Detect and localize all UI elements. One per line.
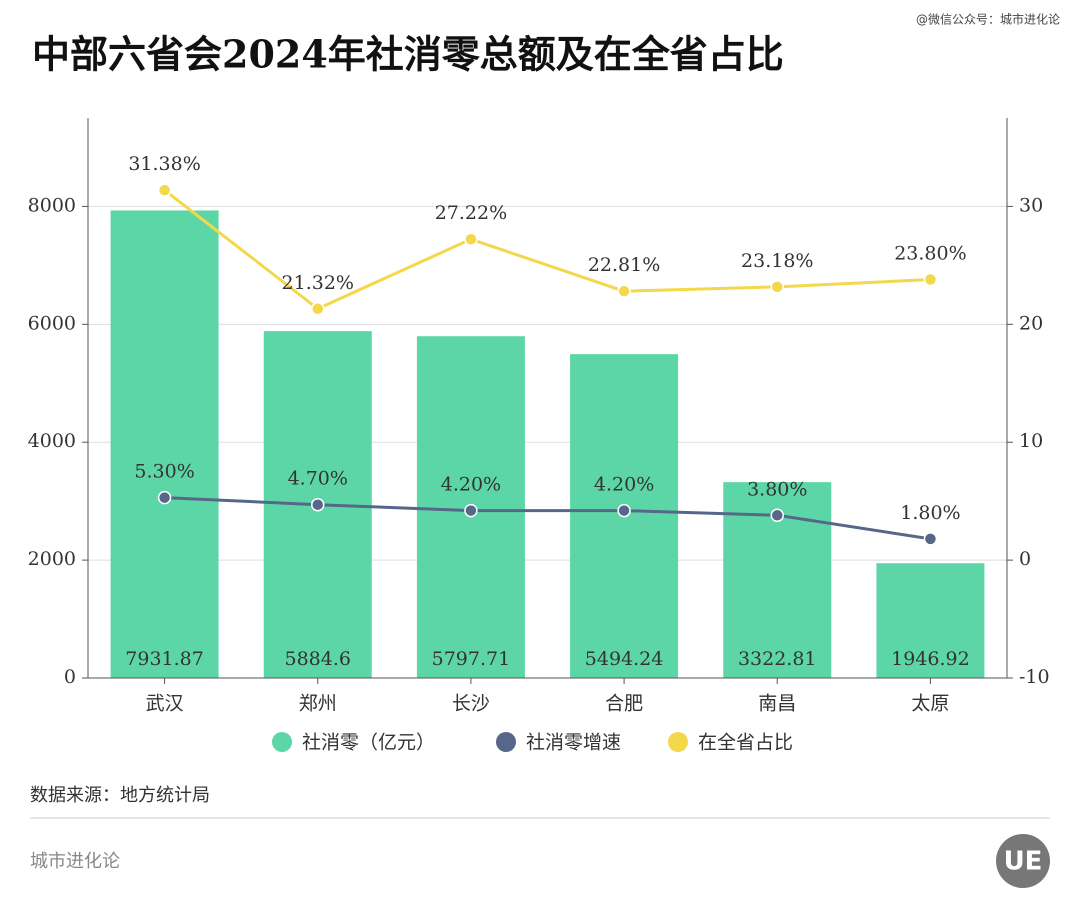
bar-label: 5797.71 [432, 648, 511, 670]
bar [876, 563, 985, 678]
y2-tick-label: 30 [1019, 194, 1043, 216]
source: 数据来源：地方统计局 [30, 785, 210, 806]
data-label: 22.81% [588, 254, 660, 276]
point [923, 272, 938, 287]
point [157, 183, 172, 197]
y2-tick-label: 0 [1019, 548, 1031, 570]
point [311, 497, 325, 512]
logo: UE [1004, 847, 1043, 877]
logo-circle [996, 834, 1050, 888]
x-tick-label: 长沙 [452, 693, 490, 715]
point [617, 503, 631, 518]
point [770, 508, 784, 523]
point [617, 284, 631, 298]
y2-tick-label: 20 [1019, 312, 1043, 334]
point [464, 503, 478, 518]
bar-label: 5884.6 [285, 648, 351, 670]
legend-label: 社消零（亿元） [302, 732, 435, 754]
y-tick-label: 6000 [28, 312, 76, 334]
data-label: 27.22% [435, 202, 507, 224]
bar-label: 1946.92 [891, 648, 970, 670]
data-label: 4.70% [288, 468, 348, 490]
y-tick-label: 8000 [28, 194, 76, 216]
data-label: 23.18% [741, 250, 813, 272]
data-label: 4.20% [441, 474, 501, 496]
point [157, 490, 172, 505]
data-label: 21.32% [282, 272, 354, 294]
legend-marker [272, 732, 292, 752]
point [923, 532, 938, 546]
line [163, 188, 931, 311]
legend-label: 在全省占比 [698, 732, 793, 754]
x-tick-label: 太原 [911, 693, 949, 715]
point [464, 232, 478, 246]
y2-tick-label: 10 [1019, 430, 1043, 452]
data-label: 23.80% [894, 243, 966, 265]
chart-title: 中部六省会2024年社消零总额及在全省占比 [32, 32, 784, 77]
bar-label: 5494.24 [585, 648, 664, 670]
y-tick-label: 2000 [28, 548, 76, 570]
data-label: 1.80% [900, 502, 960, 524]
data-label: 5.30% [134, 461, 194, 483]
legend-marker [496, 732, 516, 752]
footer: 城市进化论 [30, 851, 120, 872]
bar-label: 3322.81 [738, 648, 817, 670]
x-tick-label: 南昌 [758, 693, 796, 715]
x-tick-label: 武汉 [146, 693, 184, 715]
x-tick-label: 郑州 [299, 693, 337, 715]
line [164, 496, 931, 541]
y-tick-label: 0 [64, 666, 76, 688]
x-tick-label: 合肥 [605, 693, 643, 715]
data-label: 31.38% [128, 153, 200, 175]
point [311, 302, 325, 316]
legend-label: 社消零增速 [526, 732, 621, 754]
legend-marker [668, 732, 688, 752]
y-tick-label: 4000 [28, 430, 76, 452]
data-label: 3.80% [747, 478, 807, 500]
data-label: 4.20% [594, 474, 654, 496]
bar-label: 7931.87 [125, 648, 204, 670]
bar [110, 210, 219, 678]
watermark: @微信公众号：城市进化论 [916, 12, 1060, 27]
y2-tick-label: -10 [1019, 666, 1050, 688]
point [770, 280, 784, 294]
